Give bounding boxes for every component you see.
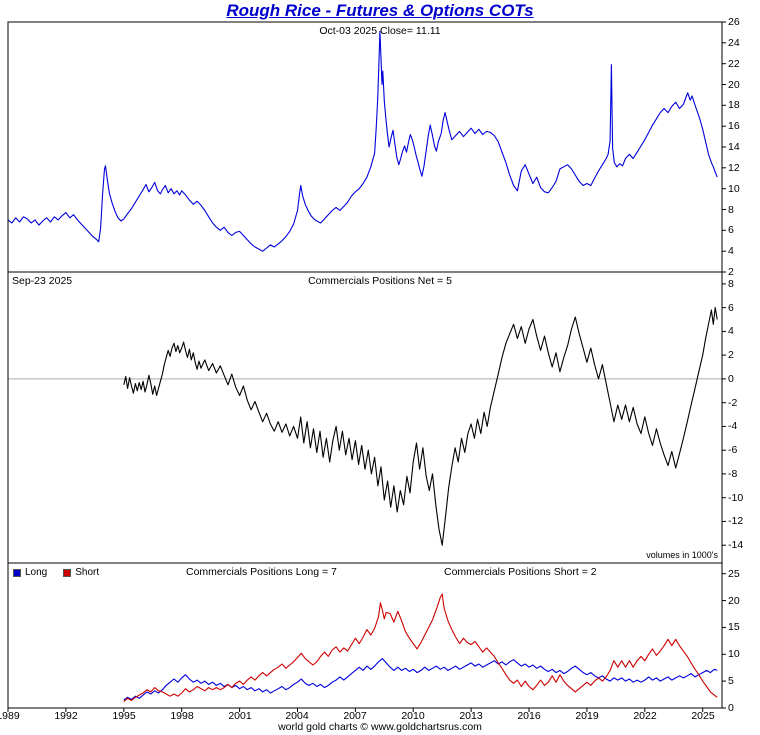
y-axis-tick-label: 0 xyxy=(728,373,734,385)
y-axis-tick-label: -14 xyxy=(728,539,744,551)
panel-border xyxy=(7,21,723,273)
y-axis-tick-label: 5 xyxy=(728,675,734,687)
y-axis-tick-label: 26 xyxy=(728,16,740,28)
long-series-line xyxy=(123,658,718,701)
x-axis-tick-label: 2025 xyxy=(691,710,715,722)
price-series-line xyxy=(7,30,718,252)
y-axis-tick-label: 0 xyxy=(728,702,734,714)
long-legend-swatch-icon xyxy=(13,568,21,577)
y-axis-tick-label: 6 xyxy=(728,302,734,314)
y-axis-tick-label: 4 xyxy=(728,325,734,337)
x-axis-tick-label: 2022 xyxy=(633,710,657,722)
y-axis-tick-label: 12 xyxy=(728,162,740,174)
x-axis-tick-label: 2016 xyxy=(517,710,541,722)
short-legend-swatch-icon xyxy=(63,568,72,577)
x-axis-tick-label: 2013 xyxy=(459,710,483,722)
y-axis-tick-label: -8 xyxy=(728,468,738,480)
x-axis-tick-label: 1989 xyxy=(0,710,20,722)
short-legend-label: Short xyxy=(75,567,100,578)
y-axis-tick-label: -12 xyxy=(728,515,744,527)
y-axis-tick-label: 25 xyxy=(728,568,740,580)
x-axis-tick-label: 2010 xyxy=(401,710,425,722)
x-axis-tick-label: 1998 xyxy=(170,710,194,722)
y-axis-tick-label: -10 xyxy=(728,492,744,504)
x-axis-tick-label: 2001 xyxy=(228,710,252,722)
x-axis-tick-label: 2019 xyxy=(575,710,599,722)
y-axis-tick-label: 2 xyxy=(728,349,734,361)
y-axis-tick-label: 24 xyxy=(728,37,740,49)
short-panel-title: Commercials Positions Short = 2 xyxy=(444,566,597,578)
x-axis-tick-label: 2004 xyxy=(285,710,309,722)
y-axis-tick-label: 15 xyxy=(728,621,740,633)
long-legend-label: Long xyxy=(25,567,48,578)
y-axis-tick-label: 16 xyxy=(728,120,740,132)
y-axis-tick-label: 6 xyxy=(728,224,734,236)
y-axis-tick-label: 8 xyxy=(728,204,734,216)
net-panel-title: Commercials Positions Net = 5 xyxy=(308,275,452,287)
y-axis-tick-label: 18 xyxy=(728,99,740,111)
footer-credit: world gold charts © www.goldchartsrus.co… xyxy=(278,721,482,733)
y-axis-tick-label: 20 xyxy=(728,595,740,607)
panel-border xyxy=(7,562,723,709)
long-panel-title: Commercials Positions Long = 7 xyxy=(186,566,337,578)
x-axis-tick-label: 1992 xyxy=(54,710,78,722)
net-date-label: Sep-23 2025 xyxy=(12,275,73,287)
y-axis-tick-label: 14 xyxy=(728,141,740,153)
y-axis-tick-label: 20 xyxy=(728,79,740,91)
y-axis-tick-label: 10 xyxy=(728,648,740,660)
price-date-close-label: Oct-03 2025 Close= 11.11 xyxy=(319,25,441,37)
x-axis-tick-label: 2007 xyxy=(343,710,367,722)
y-axis-tick-label: 4 xyxy=(728,245,734,257)
y-axis-tick-label: -6 xyxy=(728,444,738,456)
y-axis-tick-label: 10 xyxy=(728,183,740,195)
volumes-note: volumes in 1000's xyxy=(646,550,718,560)
short-series-line xyxy=(123,593,718,703)
page-title: Rough Rice - Futures & Options COTs xyxy=(226,1,534,20)
x-axis-tick-label: 1995 xyxy=(112,710,136,722)
y-axis-tick-label: -2 xyxy=(728,397,738,409)
y-axis-tick-label: 22 xyxy=(728,58,740,70)
y-axis-tick-label: 8 xyxy=(728,278,734,290)
net-series-line xyxy=(123,307,718,546)
y-axis-tick-label: -4 xyxy=(728,420,738,432)
legend: Long Short xyxy=(13,567,115,578)
y-axis-tick-label: 2 xyxy=(728,266,734,278)
